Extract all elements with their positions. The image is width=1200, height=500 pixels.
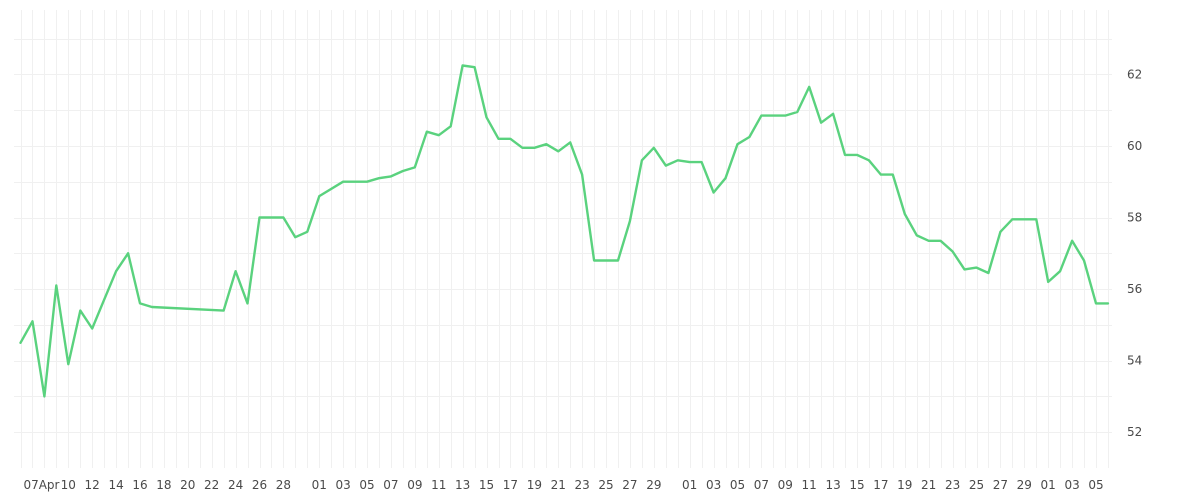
x-tick-label: 29 (646, 478, 661, 492)
x-tick-label: 23 (945, 478, 960, 492)
x-tick-label: 24 (228, 478, 243, 492)
x-tick-label: 09 (407, 478, 422, 492)
x-tick-label: 15 (849, 478, 864, 492)
x-tick-label: 20 (180, 478, 195, 492)
x-tick-label: 27 (622, 478, 637, 492)
series-line (19, 64, 1110, 398)
x-axis: 07Apr 10 12 14 16 18 20 22 24 26 28 01 03 05 07 09 11 13 1… (23, 478, 1103, 492)
x-tick-label: 11 (431, 478, 446, 492)
x-tick-label: 03 (1064, 478, 1079, 492)
x-tick-label: 05 (359, 478, 374, 492)
x-tick-label: 21 (921, 478, 936, 492)
y-tick-label: 52 (1127, 425, 1142, 439)
x-tick-label: 01 (682, 478, 697, 492)
x-tick-label: 13 (825, 478, 840, 492)
horizontal-grid (14, 39, 1112, 433)
x-tick-label: 21 (551, 478, 566, 492)
series-group (19, 64, 1110, 398)
x-tick-label: 25 (598, 478, 613, 492)
x-tick-label: 29 (1017, 478, 1032, 492)
x-tick-label: 16 (132, 478, 147, 492)
x-tick-label: 22 (204, 478, 219, 492)
x-tick-label: 25 (969, 478, 984, 492)
x-tick-label: 19 (897, 478, 912, 492)
x-tick-label: 14 (108, 478, 123, 492)
y-axis: 52 54 56 58 60 62 (1127, 67, 1142, 439)
x-tick-label: 05 (730, 478, 745, 492)
x-tick-label: 07 (383, 478, 398, 492)
x-tick-label: 01 (312, 478, 327, 492)
vertical-grid (21, 10, 1109, 468)
x-tick-label: 10 (61, 478, 76, 492)
x-tick-label: 17 (503, 478, 518, 492)
x-tick-label: 23 (575, 478, 590, 492)
x-tick-label: 09 (778, 478, 793, 492)
x-tick-label: 27 (993, 478, 1008, 492)
x-tick-label: 03 (336, 478, 351, 492)
x-tick-label: 07 (754, 478, 769, 492)
x-tick-label: 05 (1088, 478, 1103, 492)
y-tick-label: 56 (1127, 282, 1142, 296)
x-tick-label: 13 (455, 478, 470, 492)
x-tick-label: 28 (276, 478, 291, 492)
x-tick-label: 19 (527, 478, 542, 492)
x-tick-label: 01 (1041, 478, 1056, 492)
y-tick-label: 62 (1127, 67, 1142, 81)
x-tick-label: 17 (873, 478, 888, 492)
x-tick-label: 26 (252, 478, 267, 492)
x-tick-label: 07Apr (23, 478, 59, 492)
x-tick-label: 15 (479, 478, 494, 492)
y-tick-label: 58 (1127, 211, 1142, 225)
x-tick-label: 18 (156, 478, 171, 492)
x-tick-label: 03 (706, 478, 721, 492)
y-tick-label: 60 (1127, 139, 1142, 153)
y-tick-label: 54 (1127, 354, 1142, 368)
x-tick-label: 11 (802, 478, 817, 492)
x-tick-label: 12 (85, 478, 100, 492)
